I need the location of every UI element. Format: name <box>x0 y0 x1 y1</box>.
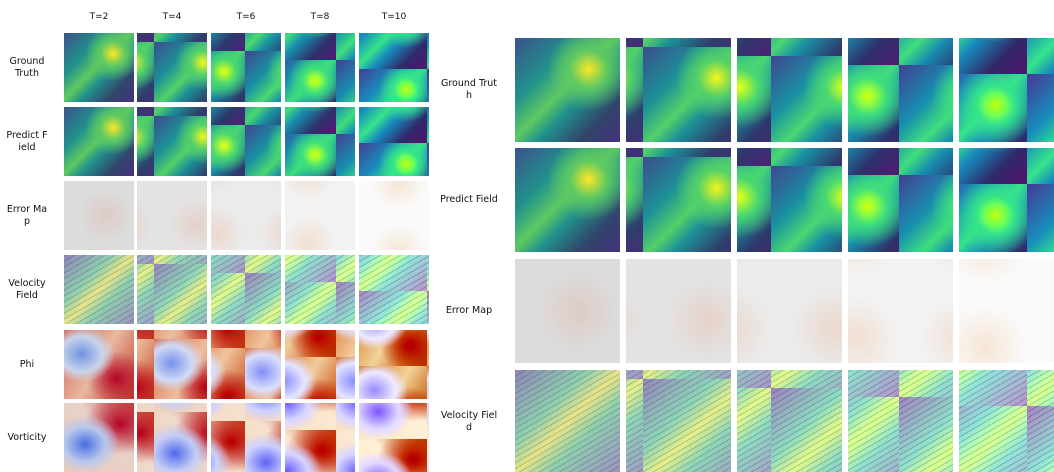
row-label: Predict Field <box>6 107 48 176</box>
field-image <box>137 403 207 472</box>
field-image <box>737 38 842 142</box>
field-image <box>515 259 620 363</box>
field-image <box>359 255 429 324</box>
column-header: T=4 <box>137 12 207 22</box>
row-label: Error Map <box>440 259 498 363</box>
field-image <box>959 148 1054 252</box>
row-label: Predict Field <box>440 148 498 252</box>
row-label: Phi <box>6 330 48 399</box>
field-image <box>285 33 355 102</box>
column-header: T=10 <box>359 12 429 22</box>
field-image <box>211 33 281 102</box>
row-label: Velocity Field <box>440 370 498 472</box>
field-image <box>359 330 429 399</box>
field-image <box>64 330 134 399</box>
field-image <box>515 38 620 142</box>
field-image <box>515 370 620 472</box>
field-image <box>137 255 207 324</box>
field-image <box>285 403 355 472</box>
field-image <box>285 255 355 324</box>
field-image <box>848 259 953 363</box>
field-image <box>737 259 842 363</box>
field-image <box>285 107 355 176</box>
field-image <box>137 33 207 102</box>
field-image <box>848 370 953 472</box>
field-image <box>64 181 134 250</box>
field-image <box>211 403 281 472</box>
field-image <box>737 148 842 252</box>
field-image <box>64 403 134 472</box>
field-image <box>211 330 281 399</box>
row-label: Error Map <box>6 181 48 250</box>
column-header: T=6 <box>211 12 281 22</box>
field-image <box>959 38 1054 142</box>
field-image <box>359 33 429 102</box>
figure: T=2T=4 T=6 T=8 T=10 Ground Truth Predict Fiel… <box>0 0 1054 472</box>
field-image <box>285 330 355 399</box>
field-image <box>211 255 281 324</box>
column-header: T=2 <box>64 12 134 22</box>
row-label: Ground Truth <box>6 33 48 102</box>
field-image <box>64 255 134 324</box>
field-image <box>359 181 429 250</box>
row-label: Velocity Field <box>6 255 48 324</box>
field-image <box>64 107 134 176</box>
field-image <box>515 148 620 252</box>
field-image <box>137 181 207 250</box>
field-image <box>626 259 731 363</box>
row-label: Ground Truth <box>440 38 498 142</box>
field-image <box>848 38 953 142</box>
field-image <box>848 148 953 252</box>
field-image <box>626 370 731 472</box>
field-image <box>137 107 207 176</box>
field-image <box>626 38 731 142</box>
column-header: T=8 <box>285 12 355 22</box>
field-image <box>959 370 1054 472</box>
field-image <box>959 259 1054 363</box>
field-image <box>359 403 429 472</box>
field-image <box>737 370 842 472</box>
field-image <box>626 148 731 252</box>
field-image <box>211 181 281 250</box>
field-image <box>64 33 134 102</box>
field-image <box>359 107 429 176</box>
field-image <box>137 330 207 399</box>
field-image <box>211 107 281 176</box>
row-label: Vorticity <box>6 403 48 472</box>
field-image <box>285 181 355 250</box>
